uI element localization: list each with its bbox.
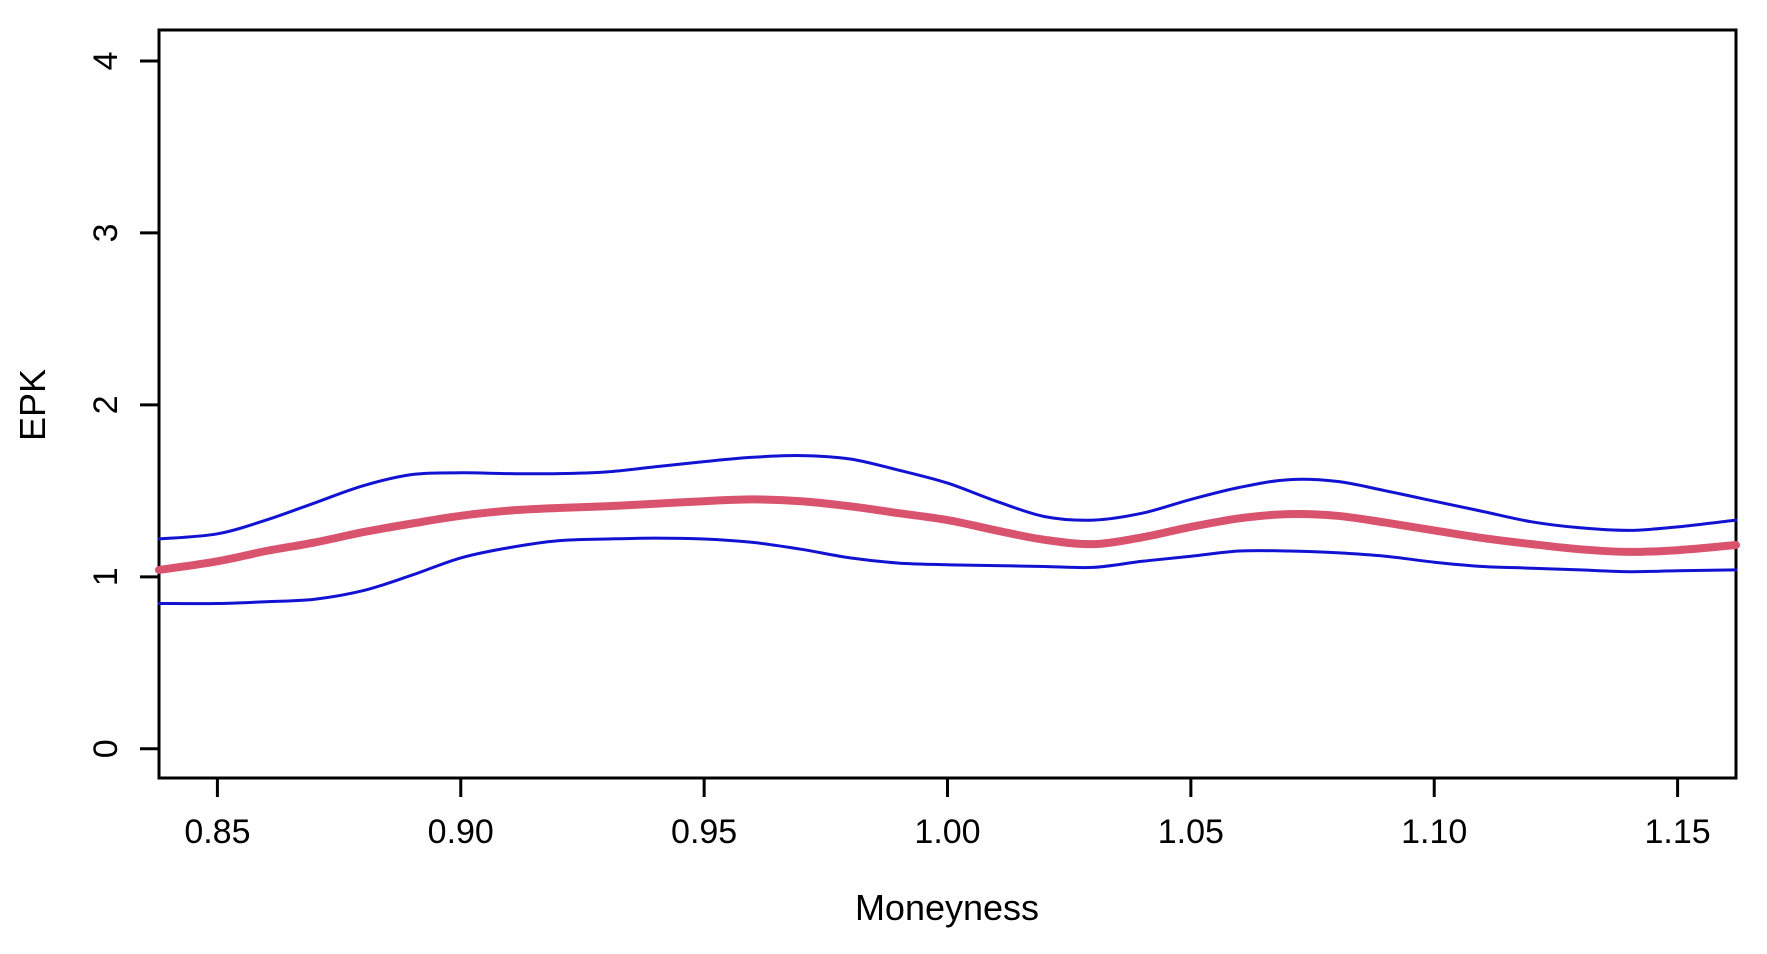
x-axis-title: Moneyness bbox=[855, 887, 1039, 928]
y-axis-ticks: 0 1 2 3 4 bbox=[87, 51, 159, 758]
y-tick-label: 2 bbox=[87, 395, 125, 414]
x-axis-ticks: 0.85 0.90 0.95 1.00 1.05 1.10 1.15 bbox=[184, 778, 1711, 851]
x-tick-label: 0.85 bbox=[184, 813, 250, 851]
x-tick-label: 1.10 bbox=[1401, 813, 1467, 851]
x-tick-label: 1.00 bbox=[914, 813, 980, 851]
y-tick-label: 0 bbox=[87, 739, 125, 758]
series-line-epk-estimate bbox=[155, 495, 1740, 574]
x-tick-label: 1.05 bbox=[1158, 813, 1224, 851]
series-line-lower-confidence-band bbox=[157, 536, 1738, 606]
x-tick-label: 1.15 bbox=[1644, 813, 1710, 851]
y-tick-label: 3 bbox=[87, 223, 125, 242]
curves-group bbox=[155, 454, 1740, 606]
y-axis-title: EPK bbox=[12, 369, 53, 441]
y-tick-label: 1 bbox=[87, 567, 125, 586]
x-tick-label: 0.90 bbox=[428, 813, 494, 851]
y-tick-label: 4 bbox=[87, 51, 125, 70]
x-tick-label: 0.95 bbox=[671, 813, 737, 851]
series-line-upper-confidence-band bbox=[157, 454, 1738, 541]
plot-frame bbox=[157, 28, 1738, 780]
